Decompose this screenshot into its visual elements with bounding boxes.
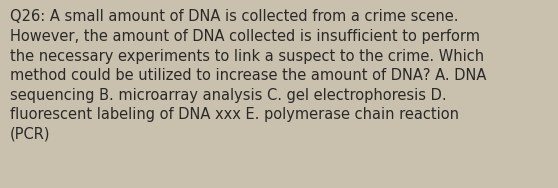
- Text: Q26: A small amount of DNA is collected from a crime scene.
However, the amount : Q26: A small amount of DNA is collected …: [10, 9, 487, 142]
